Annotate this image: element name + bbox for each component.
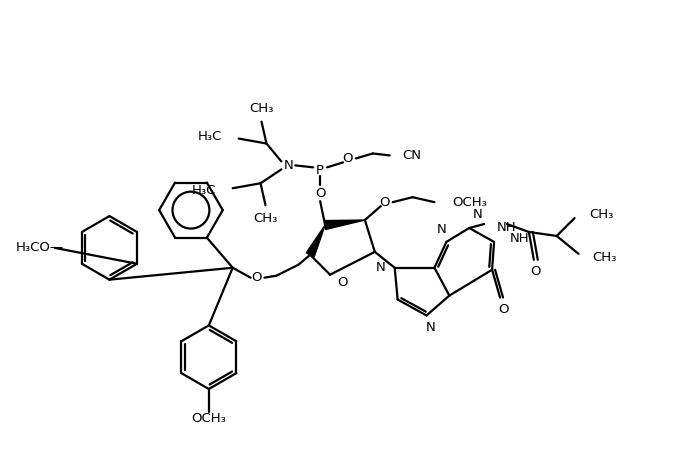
Text: O: O xyxy=(497,303,508,316)
Text: O: O xyxy=(251,271,262,284)
Text: CN: CN xyxy=(402,149,422,162)
Text: CH₃: CH₃ xyxy=(590,207,614,221)
Text: CH₃: CH₃ xyxy=(249,102,274,115)
Text: N: N xyxy=(376,261,386,274)
Text: O: O xyxy=(531,265,541,278)
Text: N: N xyxy=(426,321,435,334)
Text: P: P xyxy=(316,164,324,177)
Text: CH₃: CH₃ xyxy=(254,212,278,225)
Text: N: N xyxy=(437,223,446,237)
Text: O: O xyxy=(380,196,390,209)
Text: H₃C: H₃C xyxy=(197,130,222,143)
Text: OCH₃: OCH₃ xyxy=(453,196,487,209)
Polygon shape xyxy=(325,220,365,229)
Text: NH: NH xyxy=(497,222,517,235)
Text: O: O xyxy=(337,276,347,289)
Text: N: N xyxy=(472,207,482,221)
Text: N: N xyxy=(283,159,294,172)
Text: OCH₃: OCH₃ xyxy=(192,412,226,425)
Text: H₃C: H₃C xyxy=(192,184,216,197)
Text: O: O xyxy=(315,187,325,200)
Text: H₃CO—: H₃CO— xyxy=(16,242,64,254)
Text: O: O xyxy=(342,152,353,165)
Text: NH: NH xyxy=(510,232,530,246)
Text: CH₃: CH₃ xyxy=(593,252,617,264)
Polygon shape xyxy=(306,225,325,257)
